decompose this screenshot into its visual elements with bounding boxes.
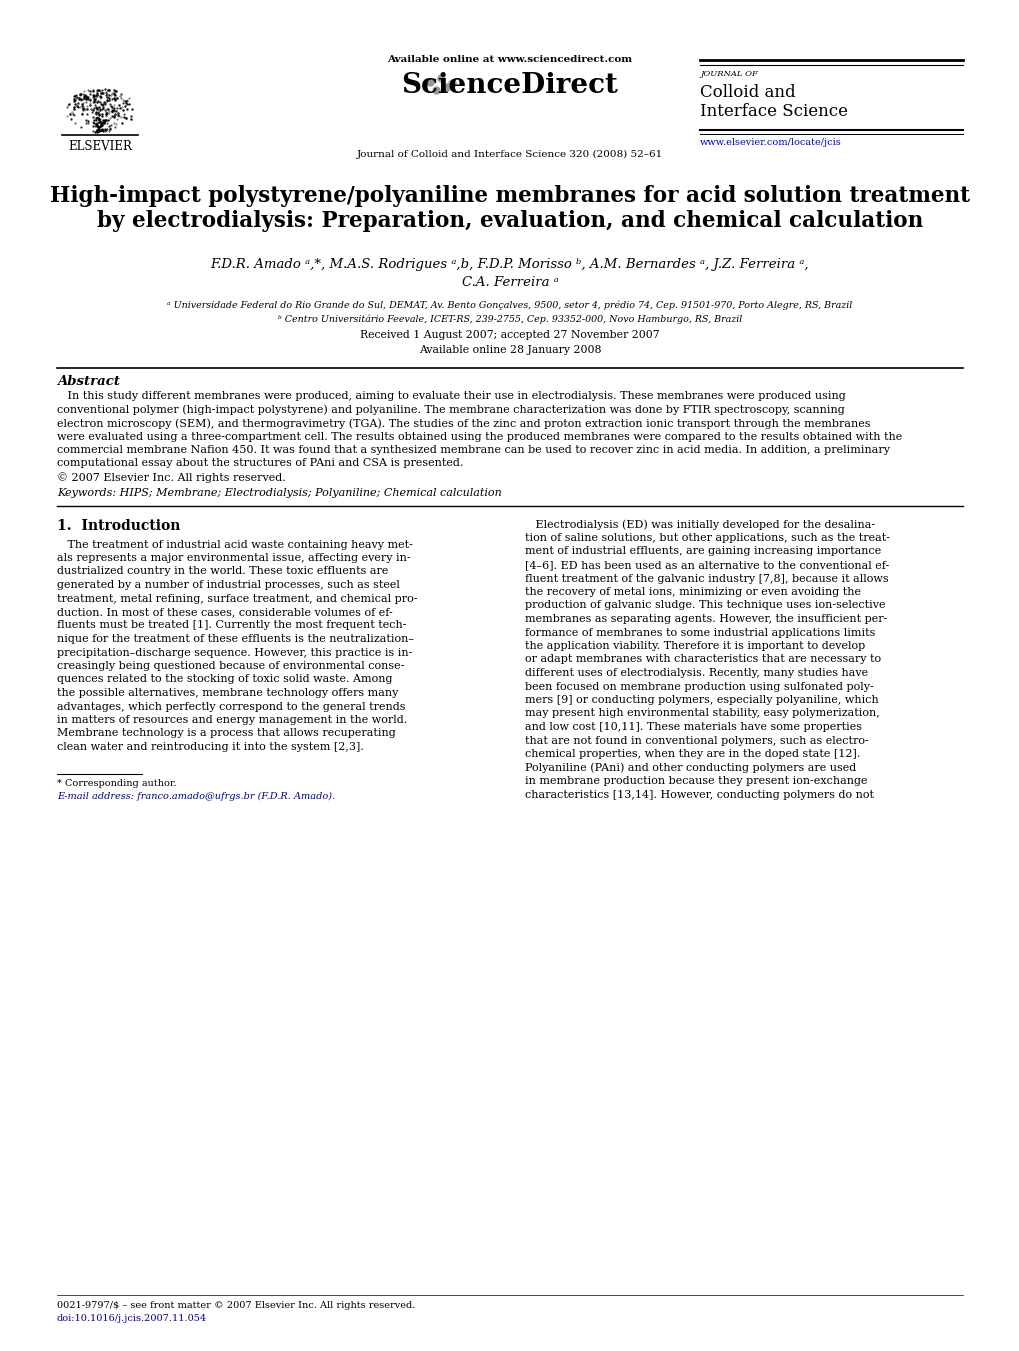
Text: that are not found in conventional polymers, such as electro-: that are not found in conventional polym… [525, 735, 868, 746]
Text: C.A. Ferreira ᵃ: C.A. Ferreira ᵃ [462, 276, 557, 289]
Text: precipitation–discharge sequence. However, this practice is in-: precipitation–discharge sequence. Howeve… [57, 647, 412, 658]
Text: www.elsevier.com/locate/jcis: www.elsevier.com/locate/jcis [699, 138, 841, 147]
Text: The treatment of industrial acid waste containing heavy met-: The treatment of industrial acid waste c… [57, 539, 413, 550]
Text: quences related to the stocking of toxic solid waste. Among: quences related to the stocking of toxic… [57, 674, 392, 685]
Text: creasingly being questioned because of environmental conse-: creasingly being questioned because of e… [57, 661, 404, 671]
Text: © 2007 Elsevier Inc. All rights reserved.: © 2007 Elsevier Inc. All rights reserved… [57, 471, 285, 482]
Text: different uses of electrodialysis. Recently, many studies have: different uses of electrodialysis. Recen… [525, 667, 867, 678]
Text: Journal of Colloid and Interface Science 320 (2008) 52–61: Journal of Colloid and Interface Science… [357, 150, 662, 159]
Text: duction. In most of these cases, considerable volumes of ef-: duction. In most of these cases, conside… [57, 607, 392, 617]
Text: doi:10.1016/j.jcis.2007.11.054: doi:10.1016/j.jcis.2007.11.054 [57, 1315, 207, 1323]
Text: or adapt membranes with characteristics that are necessary to: or adapt membranes with characteristics … [525, 654, 880, 665]
Text: clean water and reintroducing it into the system [2,3].: clean water and reintroducing it into th… [57, 742, 364, 753]
Text: membranes as separating agents. However, the insufficient per-: membranes as separating agents. However,… [525, 613, 887, 624]
Text: generated by a number of industrial processes, such as steel: generated by a number of industrial proc… [57, 580, 399, 590]
Text: fluent treatment of the galvanic industry [7,8], because it allows: fluent treatment of the galvanic industr… [525, 574, 888, 584]
Text: 1.  Introduction: 1. Introduction [57, 520, 180, 534]
Text: treatment, metal refining, surface treatment, and chemical pro-: treatment, metal refining, surface treat… [57, 593, 417, 604]
Text: and low cost [10,11]. These materials have some properties: and low cost [10,11]. These materials ha… [525, 721, 861, 732]
Text: may present high environmental stability, easy polymerization,: may present high environmental stability… [525, 708, 878, 719]
Text: Colloid and: Colloid and [699, 84, 795, 101]
Text: production of galvanic sludge. This technique uses ion-selective: production of galvanic sludge. This tech… [525, 600, 884, 611]
Text: Membrane technology is a process that allows recuperating: Membrane technology is a process that al… [57, 728, 395, 739]
Text: fluents must be treated [1]. Currently the most frequent tech-: fluents must be treated [1]. Currently t… [57, 620, 407, 631]
Text: conventional polymer (high-impact polystyrene) and polyaniline. The membrane cha: conventional polymer (high-impact polyst… [57, 404, 844, 415]
Text: dustrialized country in the world. These toxic effluents are: dustrialized country in the world. These… [57, 566, 388, 577]
Text: 0021-9797/$ – see front matter © 2007 Elsevier Inc. All rights reserved.: 0021-9797/$ – see front matter © 2007 El… [57, 1301, 415, 1310]
Text: Available online 28 January 2008: Available online 28 January 2008 [419, 345, 600, 355]
Text: the application viability. Therefore it is important to develop: the application viability. Therefore it … [525, 640, 864, 651]
Text: High-impact polystyrene/polyaniline membranes for acid solution treatment: High-impact polystyrene/polyaniline memb… [50, 185, 969, 207]
Text: In this study different membranes were produced, aiming to evaluate their use in: In this study different membranes were p… [57, 390, 845, 401]
Text: in matters of resources and energy management in the world.: in matters of resources and energy manag… [57, 715, 407, 725]
Text: the recovery of metal ions, minimizing or even avoiding the: the recovery of metal ions, minimizing o… [525, 586, 860, 597]
Text: Keywords: HIPS; Membrane; Electrodialysis; Polyaniline; Chemical calculation: Keywords: HIPS; Membrane; Electrodialysi… [57, 488, 501, 497]
Text: JOURNAL OF: JOURNAL OF [699, 70, 757, 78]
Text: * Corresponding author.: * Corresponding author. [57, 778, 176, 788]
Text: ᵇ Centro Universitário Feevale, ICET-RS, 239-2755, Cep. 93352-000, Novo Hamburgo: ᵇ Centro Universitário Feevale, ICET-RS,… [277, 313, 742, 323]
Text: Available online at www.sciencedirect.com: Available online at www.sciencedirect.co… [387, 55, 632, 63]
Text: Polyaniline (PAni) and other conducting polymers are used: Polyaniline (PAni) and other conducting … [525, 762, 855, 773]
Text: mers [9] or conducting polymers, especially polyaniline, which: mers [9] or conducting polymers, especia… [525, 694, 878, 705]
Text: ment of industrial effluents, are gaining increasing importance: ment of industrial effluents, are gainin… [525, 547, 880, 557]
Text: ELSEVIER: ELSEVIER [68, 141, 131, 153]
Text: ScienceDirect: ScienceDirect [401, 72, 618, 99]
Text: nique for the treatment of these effluents is the neutralization–: nique for the treatment of these effluen… [57, 634, 414, 644]
Text: Electrodialysis (ED) was initially developed for the desalina-: Electrodialysis (ED) was initially devel… [525, 520, 874, 530]
Text: computational essay about the structures of PAni and CSA is presented.: computational essay about the structures… [57, 458, 463, 469]
Text: formance of membranes to some industrial applications limits: formance of membranes to some industrial… [525, 627, 874, 638]
Text: commercial membrane Nafion 450. It was found that a synthesized membrane can be : commercial membrane Nafion 450. It was f… [57, 444, 890, 455]
Text: chemical properties, when they are in the doped state [12].: chemical properties, when they are in th… [525, 748, 860, 759]
Text: advantages, which perfectly correspond to the general trends: advantages, which perfectly correspond t… [57, 701, 406, 712]
Text: tion of saline solutions, but other applications, such as the treat-: tion of saline solutions, but other appl… [525, 534, 890, 543]
Text: the possible alternatives, membrane technology offers many: the possible alternatives, membrane tech… [57, 688, 398, 698]
Text: Abstract: Abstract [57, 376, 120, 388]
Text: F.D.R. Amado ᵃ,*, M.A.S. Rodrigues ᵃ,b, F.D.P. Morisso ᵇ, A.M. Bernardes ᵃ, J.Z.: F.D.R. Amado ᵃ,*, M.A.S. Rodrigues ᵃ,b, … [211, 258, 808, 272]
Text: Received 1 August 2007; accepted 27 November 2007: Received 1 August 2007; accepted 27 Nove… [360, 330, 659, 340]
Text: als represents a major environmental issue, affecting every in-: als represents a major environmental iss… [57, 553, 411, 563]
Text: characteristics [13,14]. However, conducting polymers do not: characteristics [13,14]. However, conduc… [525, 789, 873, 800]
Text: electron microscopy (SEM), and thermogravimetry (TGA). The studies of the zinc a: electron microscopy (SEM), and thermogra… [57, 417, 869, 428]
Text: were evaluated using a three-compartment cell. The results obtained using the pr: were evaluated using a three-compartment… [57, 431, 902, 442]
Text: by electrodialysis: Preparation, evaluation, and chemical calculation: by electrodialysis: Preparation, evaluat… [97, 209, 922, 232]
Text: in membrane production because they present ion-exchange: in membrane production because they pres… [525, 775, 866, 786]
Text: E-mail address: franco.amado@ufrgs.br (F.D.R. Amado).: E-mail address: franco.amado@ufrgs.br (F… [57, 792, 335, 801]
Text: ᵃ Universidade Federal do Rio Grande do Sul, DEMAT, Av. Bento Gonçalves, 9500, s: ᵃ Universidade Federal do Rio Grande do … [167, 300, 852, 309]
Text: Interface Science: Interface Science [699, 103, 847, 120]
Text: been focused on membrane production using sulfonated poly-: been focused on membrane production usin… [525, 681, 873, 692]
Text: [4–6]. ED has been used as an alternative to the conventional ef-: [4–6]. ED has been used as an alternativ… [525, 561, 889, 570]
